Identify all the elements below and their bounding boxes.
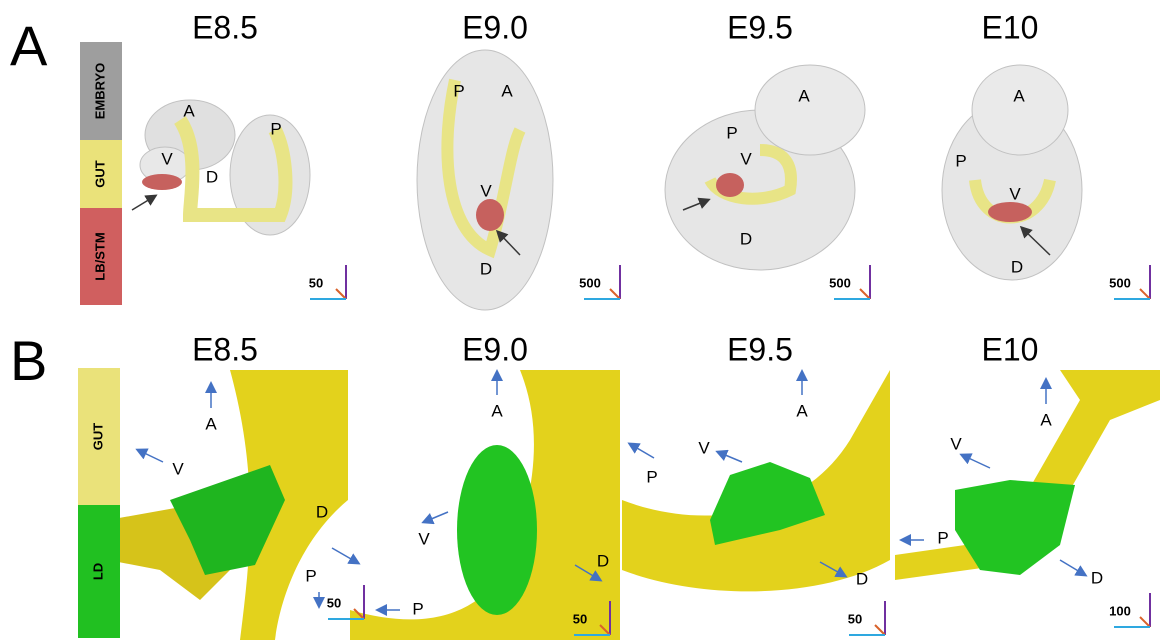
orientation-label: D bbox=[206, 167, 218, 186]
axis-orange bbox=[336, 289, 346, 299]
scale-label: 500 bbox=[829, 275, 851, 290]
embryo-renders bbox=[132, 50, 1082, 310]
orientation-label: A bbox=[1040, 410, 1052, 429]
scale-label: 500 bbox=[579, 275, 601, 290]
orientation-label: P bbox=[305, 566, 316, 585]
scale-label: 50 bbox=[573, 611, 587, 626]
panel-label: B bbox=[10, 329, 47, 392]
orientation-label: V bbox=[172, 459, 184, 478]
stage-label: E8.5 bbox=[192, 9, 258, 45]
orientation-label: P bbox=[646, 467, 657, 486]
panel-label: A bbox=[10, 14, 48, 77]
scale-label: 50 bbox=[309, 275, 323, 290]
axis-orange bbox=[610, 289, 620, 299]
orientation-label: P bbox=[270, 119, 281, 138]
axis-orange bbox=[1140, 289, 1150, 299]
stage-label: E9.5 bbox=[727, 9, 793, 45]
legend-label: GUT bbox=[90, 423, 105, 451]
orientation-label: D bbox=[480, 259, 492, 278]
orientation-label: P bbox=[412, 599, 423, 618]
orientation-label: D bbox=[740, 229, 752, 248]
stage-label: E8.5 bbox=[192, 331, 258, 367]
orientation-label: D bbox=[1011, 257, 1023, 276]
legend-label: GUT bbox=[92, 160, 107, 188]
axis-orange bbox=[1140, 617, 1150, 627]
orientation-label: V bbox=[161, 149, 173, 168]
legend-label: LB/STM bbox=[92, 232, 107, 280]
scale-label: 50 bbox=[848, 611, 862, 626]
orientation-label: A bbox=[205, 414, 217, 433]
gut-renders bbox=[108, 370, 1160, 640]
orientation-label: P bbox=[937, 528, 948, 547]
legend-label: EMBRYO bbox=[92, 63, 107, 120]
orientation-label: A bbox=[1013, 86, 1025, 105]
orientation-label: P bbox=[955, 151, 966, 170]
orientation-label: A bbox=[491, 401, 503, 420]
legend-label: LD bbox=[90, 563, 105, 580]
orientation-label: D bbox=[1091, 568, 1103, 587]
orientation-label: V bbox=[1009, 184, 1021, 203]
orientation-label: A bbox=[796, 401, 808, 420]
stage-label: E9.0 bbox=[462, 9, 528, 45]
stage-label: E9.5 bbox=[727, 331, 793, 367]
orientation-label: D bbox=[597, 551, 609, 570]
axis-orange bbox=[860, 289, 870, 299]
orientation-label: P bbox=[726, 123, 737, 142]
stage-label: E10 bbox=[982, 9, 1039, 45]
orientation-label: V bbox=[950, 434, 962, 453]
scale-label: 500 bbox=[1109, 275, 1131, 290]
orientation-label: V bbox=[480, 181, 492, 200]
orientation-label: A bbox=[183, 101, 195, 120]
figure: AEMBRYOGUTLB/STME8.5APVD50E9.0PAVD500E9.… bbox=[0, 0, 1162, 640]
orientation-label: D bbox=[856, 569, 868, 588]
orientation-label: D bbox=[316, 502, 328, 521]
stage-label: E9.0 bbox=[462, 331, 528, 367]
axis-orange bbox=[875, 625, 885, 635]
orientation-label: V bbox=[740, 149, 752, 168]
orientation-label: A bbox=[501, 81, 513, 100]
scale-label: 100 bbox=[1109, 603, 1131, 618]
scale-label: 50 bbox=[327, 595, 341, 610]
orientation-label: V bbox=[418, 529, 430, 548]
orientation-label: A bbox=[798, 86, 810, 105]
orientation-label: V bbox=[698, 438, 710, 457]
orientation-label: P bbox=[453, 81, 464, 100]
stage-label: E10 bbox=[982, 331, 1039, 367]
